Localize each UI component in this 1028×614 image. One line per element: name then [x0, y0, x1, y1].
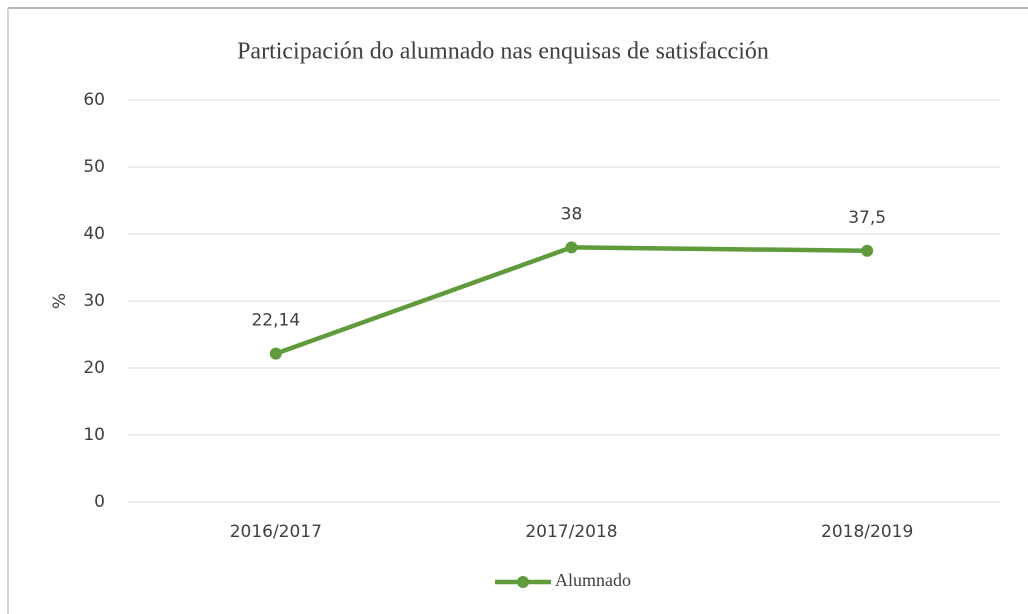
y-tick-label: 20 — [83, 358, 105, 378]
y-tick-label: 60 — [83, 90, 105, 110]
legend-marker — [517, 576, 529, 588]
y-tick-label: 30 — [83, 291, 105, 311]
legend-label: Alumnado — [555, 570, 631, 590]
data-point — [861, 244, 874, 257]
x-tick-label: 2018/2019 — [821, 522, 913, 542]
data-label: 38 — [561, 204, 583, 224]
y-tick-label: 40 — [83, 224, 105, 244]
data-label: 22,14 — [251, 311, 300, 331]
x-tick-label: 2016/2017 — [230, 522, 322, 542]
data-label: 37,5 — [848, 208, 886, 228]
y-tick-label: 50 — [83, 157, 105, 177]
y-tick-label: 10 — [83, 425, 105, 445]
y-axis-label: % — [50, 293, 70, 309]
data-point — [269, 347, 282, 360]
x-tick-label: 2017/2018 — [525, 522, 617, 542]
y-tick-label: 0 — [94, 492, 105, 512]
chart-title: Participación do alumnado nas enquisas d… — [237, 39, 769, 65]
data-point — [565, 241, 578, 254]
